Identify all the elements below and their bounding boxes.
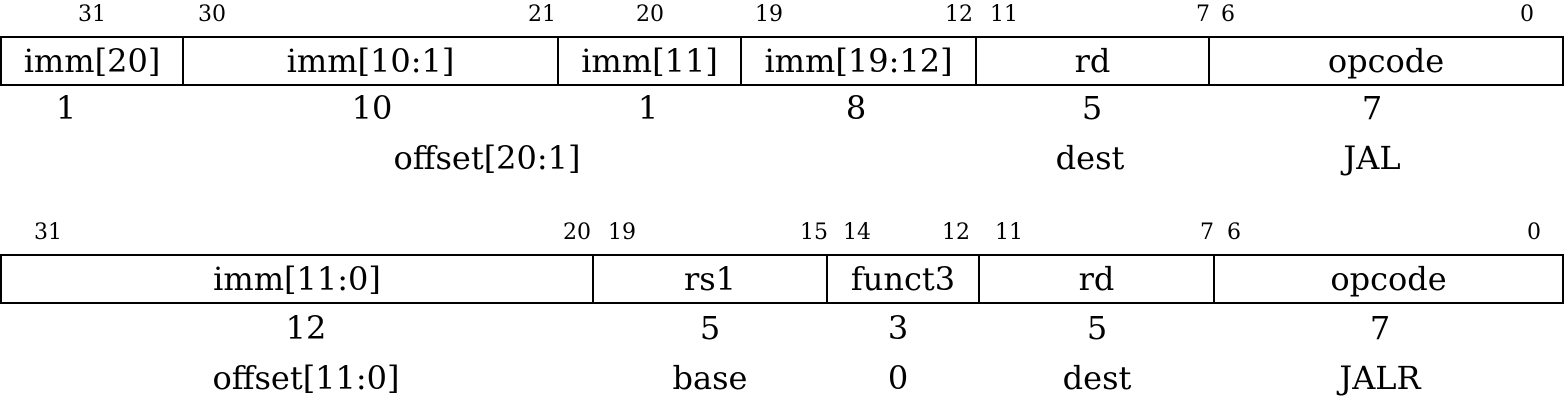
jalr-description-4: JALR (1339, 359, 1421, 397)
jalr-bit-hi-0: 31 (34, 220, 62, 245)
jal-bit-hi-4: 11 (990, 2, 1018, 27)
jal-bit-hi-0: 31 (78, 2, 106, 27)
jalr-bit-lo-1: 15 (800, 220, 828, 245)
jalr-bit-hi-4: 6 (1227, 220, 1241, 245)
jalr-field-3: rd (978, 254, 1213, 304)
jal-bit-hi-2: 20 (636, 2, 664, 27)
jalr-field-width-1: 5 (699, 309, 721, 347)
jal-field-row: imm[20] imm[10:1] imm[11] imm[19:12] rd opcod… (0, 36, 1564, 86)
jal-description-0: offset[20:1] (393, 139, 581, 177)
jalr-field-4: opcode (1213, 254, 1564, 304)
jalr-bit-lo-3: 7 (1200, 220, 1214, 245)
jalr-field-width-4: 7 (1369, 309, 1391, 347)
jal-field-width-3: 8 (845, 89, 867, 127)
jal-field-5: opcode (1208, 36, 1564, 86)
jal-field-width-2: 1 (637, 89, 659, 127)
jal-bit-lo-3: 12 (945, 2, 973, 27)
jalr-field-2: funct3 (826, 254, 978, 304)
jalr-field-width-3: 5 (1086, 309, 1108, 347)
jalr-bit-hi-3: 11 (995, 220, 1023, 245)
jal-description-1: dest (1055, 139, 1125, 177)
jalr-format: imm[11:0] rs1 funct3 rd opcode 31 20 12 19 15 5 14 1… (0, 218, 1564, 400)
jalr-bit-lo-2: 12 (942, 220, 970, 245)
jal-format: imm[20] imm[10:1] imm[11] imm[19:12] rd opcod… (0, 2, 1564, 177)
jal-bit-hi-3: 19 (755, 2, 783, 27)
jalr-field-row: imm[11:0] rs1 funct3 rd opcode (0, 254, 1564, 304)
jal-bit-lo-5: 0 (1520, 2, 1534, 27)
jal-field-3: imm[19:12] (740, 36, 975, 86)
jalr-description-3: dest (1062, 359, 1132, 397)
jal-field-width-4: 5 (1081, 89, 1103, 127)
jalr-description-2: 0 (887, 359, 909, 397)
jalr-bit-lo-0: 20 (563, 220, 591, 245)
jal-field-0: imm[20] (0, 36, 182, 86)
jalr-bit-lo-4: 0 (1527, 220, 1541, 245)
jal-description-2: JAL (1343, 139, 1401, 177)
jal-field-1: imm[10:1] (182, 36, 557, 86)
jal-field-width-0: 1 (55, 89, 77, 127)
jalr-bit-hi-2: 14 (843, 220, 871, 245)
jalr-bit-hi-1: 19 (608, 220, 636, 245)
jal-field-width-1: 10 (351, 89, 393, 127)
jalr-description-0: offset[11:0] (212, 359, 400, 397)
jalr-field-width-0: 12 (285, 309, 327, 347)
jalr-description-1: base (672, 359, 748, 397)
jalr-field-width-2: 3 (887, 309, 909, 347)
jal-field-2: imm[11] (557, 36, 740, 86)
jal-field-4: rd (975, 36, 1208, 86)
jal-bit-lo-1: 21 (528, 2, 556, 27)
jal-field-width-5: 7 (1361, 89, 1383, 127)
jal-bit-hi-5: 6 (1221, 2, 1235, 27)
jal-bit-hi-1: 30 (198, 2, 226, 27)
jalr-field-1: rs1 (592, 254, 826, 304)
jal-bit-lo-4: 7 (1196, 2, 1210, 27)
jalr-field-0: imm[11:0] (0, 254, 592, 304)
